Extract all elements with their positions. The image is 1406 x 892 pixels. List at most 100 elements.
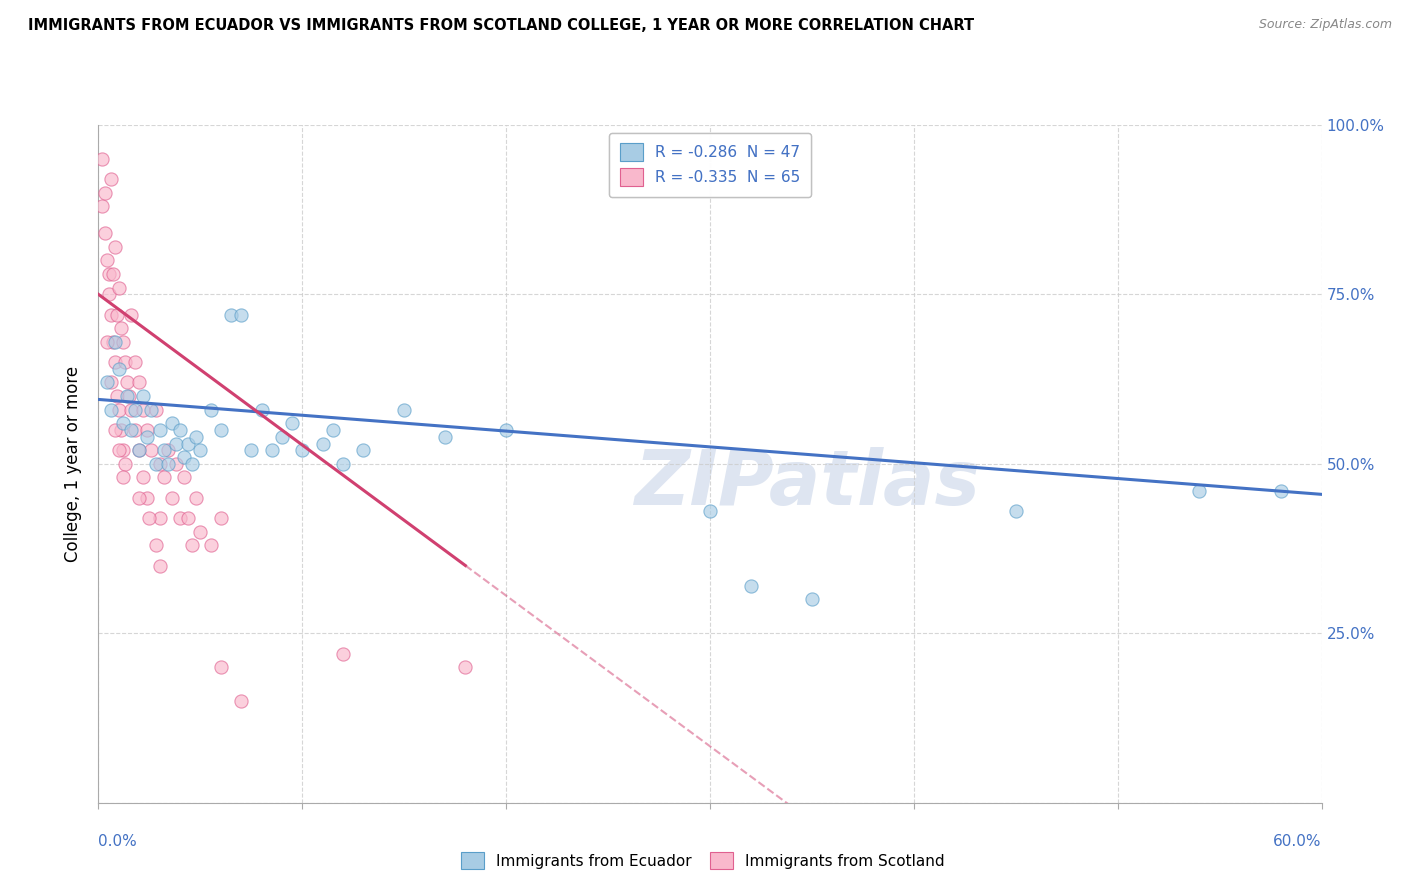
- Point: [145, 457, 167, 471]
- Point: [114, 355, 136, 369]
- Point: [115, 389, 138, 403]
- Text: Source: ZipAtlas.com: Source: ZipAtlas.com: [1258, 18, 1392, 31]
- Point: [149, 457, 172, 471]
- Point: [495, 423, 517, 437]
- Point: [100, 308, 122, 322]
- Point: [96, 253, 118, 268]
- Point: [160, 491, 183, 505]
- Point: [110, 321, 132, 335]
- Point: [124, 423, 146, 437]
- Point: [101, 334, 124, 349]
- Point: [118, 389, 141, 403]
- Legend: Immigrants from Ecuador, Immigrants from Scotland: Immigrants from Ecuador, Immigrants from…: [456, 846, 950, 875]
- Point: [173, 470, 195, 484]
- Point: [169, 511, 191, 525]
- Point: [699, 504, 721, 518]
- Point: [200, 402, 222, 417]
- Point: [188, 443, 212, 458]
- Point: [209, 511, 232, 525]
- Point: [108, 362, 131, 376]
- Point: [91, 152, 114, 166]
- Point: [801, 592, 824, 607]
- Point: [156, 443, 179, 458]
- Point: [231, 308, 253, 322]
- Point: [91, 199, 114, 213]
- Point: [260, 443, 283, 458]
- Point: [141, 402, 163, 417]
- Point: [101, 267, 124, 281]
- Point: [120, 402, 142, 417]
- Point: [115, 376, 138, 390]
- Point: [96, 376, 118, 390]
- Point: [100, 376, 122, 390]
- Point: [392, 402, 416, 417]
- Point: [1270, 483, 1292, 498]
- Point: [97, 287, 120, 301]
- Point: [281, 416, 304, 430]
- Point: [136, 430, 159, 444]
- Point: [105, 389, 128, 403]
- Point: [93, 227, 115, 241]
- Point: [93, 186, 115, 200]
- Point: [209, 423, 232, 437]
- Point: [332, 647, 354, 661]
- Point: [124, 355, 146, 369]
- Point: [231, 694, 253, 708]
- Point: [138, 511, 160, 525]
- Point: [454, 660, 477, 674]
- Point: [152, 470, 174, 484]
- Point: [270, 430, 294, 444]
- Point: [169, 423, 191, 437]
- Point: [108, 280, 131, 294]
- Point: [111, 416, 134, 430]
- Point: [136, 491, 159, 505]
- Point: [186, 430, 208, 444]
- Point: [740, 579, 762, 593]
- Point: [352, 443, 374, 458]
- Point: [132, 402, 155, 417]
- Point: [105, 308, 128, 322]
- Point: [141, 443, 163, 458]
- Point: [104, 423, 127, 437]
- Point: [434, 430, 457, 444]
- Point: [96, 334, 118, 349]
- Point: [104, 334, 127, 349]
- Point: [152, 443, 174, 458]
- Point: [111, 334, 134, 349]
- Point: [181, 457, 204, 471]
- Point: [120, 423, 142, 437]
- Point: [1188, 483, 1211, 498]
- Point: [165, 436, 187, 450]
- Point: [156, 457, 179, 471]
- Text: 0.0%: 0.0%: [98, 834, 138, 849]
- Point: [120, 308, 142, 322]
- Point: [181, 538, 204, 552]
- Point: [108, 402, 131, 417]
- Point: [1004, 504, 1026, 518]
- Point: [145, 538, 167, 552]
- Point: [250, 402, 273, 417]
- Point: [136, 423, 159, 437]
- Point: [188, 524, 212, 539]
- Point: [149, 511, 172, 525]
- Point: [177, 436, 200, 450]
- Legend: R = -0.286  N = 47, R = -0.335  N = 65: R = -0.286 N = 47, R = -0.335 N = 65: [609, 133, 811, 197]
- Point: [219, 308, 242, 322]
- Point: [108, 443, 131, 458]
- Point: [128, 443, 150, 458]
- Point: [111, 443, 134, 458]
- Point: [173, 450, 195, 464]
- Point: [160, 416, 183, 430]
- Point: [332, 457, 354, 471]
- Point: [177, 511, 200, 525]
- Point: [100, 402, 122, 417]
- Point: [145, 402, 167, 417]
- Point: [132, 389, 155, 403]
- Point: [111, 470, 134, 484]
- Text: IMMIGRANTS FROM ECUADOR VS IMMIGRANTS FROM SCOTLAND COLLEGE, 1 YEAR OR MORE CORR: IMMIGRANTS FROM ECUADOR VS IMMIGRANTS FR…: [28, 18, 974, 33]
- Point: [104, 240, 127, 254]
- Point: [100, 172, 122, 186]
- Point: [149, 423, 172, 437]
- Point: [114, 457, 136, 471]
- Point: [200, 538, 222, 552]
